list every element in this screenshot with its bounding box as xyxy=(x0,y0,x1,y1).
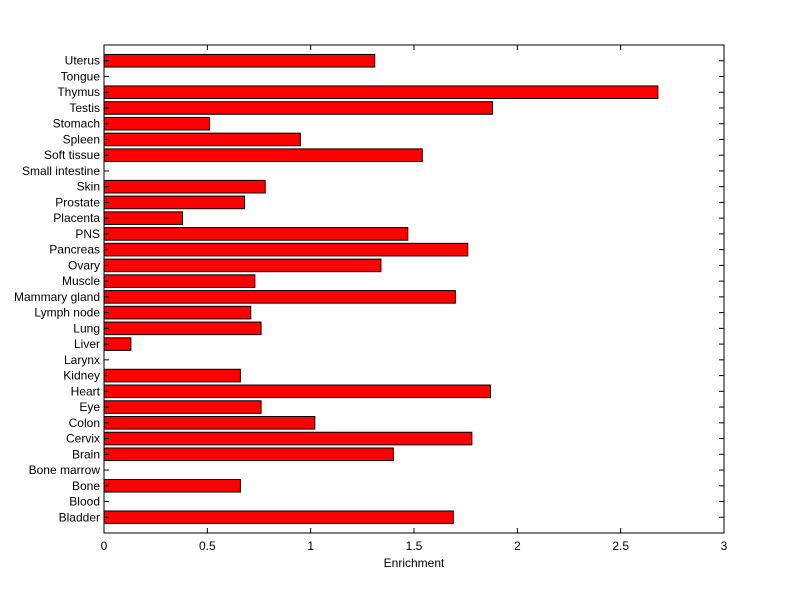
x-axis-label: Enrichment xyxy=(384,556,445,570)
x-tick-label-5: 2.5 xyxy=(612,539,629,553)
bar-placenta xyxy=(103,211,184,225)
y-tick-label-blood: Blood xyxy=(69,495,100,509)
y-tick-label-testis: Testis xyxy=(69,101,100,115)
bar-thymus xyxy=(103,85,659,100)
bar-eye xyxy=(103,400,262,414)
bar-cervix xyxy=(103,431,473,446)
y-tick-label-pancreas: Pancreas xyxy=(49,243,100,257)
y-tick-label-bone: Bone xyxy=(72,479,100,493)
bar-heart xyxy=(103,384,491,399)
x-tick-label-3: 1.5 xyxy=(406,539,423,553)
bar-skin xyxy=(103,179,266,194)
y-tick-label-prostate: Prostate xyxy=(55,195,100,209)
bar-prostate xyxy=(103,195,246,210)
bar-kidney xyxy=(103,368,241,383)
ticks-group xyxy=(103,45,725,533)
bar-brain xyxy=(103,447,394,462)
bar-muscle xyxy=(103,274,256,288)
y-tick-label-eye: Eye xyxy=(79,400,100,414)
bar-ovary xyxy=(103,258,382,273)
bar-testis xyxy=(103,101,494,115)
bar-colon xyxy=(103,416,316,430)
y-tick-label-cervix: Cervix xyxy=(66,432,100,446)
y-tick-label-mammary-gland: Mammary gland xyxy=(14,290,100,304)
y-tick-label-placenta: Placenta xyxy=(53,211,100,225)
bar-pns xyxy=(103,227,409,241)
y-tick-label-heart: Heart xyxy=(71,384,101,398)
y-tick-label-ovary: Ovary xyxy=(68,258,100,272)
y-tick-label-tongue: Tongue xyxy=(61,69,101,83)
x-tick-label-0: 0 xyxy=(101,539,108,553)
x-tick-label-6: 3 xyxy=(721,539,728,553)
bar-bladder xyxy=(103,510,454,525)
y-tick-label-soft-tissue: Soft tissue xyxy=(44,148,100,162)
y-tick-label-spleen: Spleen xyxy=(63,132,100,146)
y-tick-label-brain: Brain xyxy=(72,447,100,461)
y-tick-label-liver: Liver xyxy=(74,337,100,351)
bar-lymph-node xyxy=(103,305,252,320)
y-tick-label-muscle: Muscle xyxy=(62,274,100,288)
bar-spleen xyxy=(103,132,301,147)
x-tick-label-4: 2 xyxy=(514,539,521,553)
plot-frame xyxy=(103,44,725,534)
x-tick-labels-group: 0 0.5 1 1.5 2 2.5 3 xyxy=(101,539,728,553)
y-tick-label-skin: Skin xyxy=(77,180,100,194)
y-tick-label-lymph-node: Lymph node xyxy=(34,306,100,320)
bar-pancreas xyxy=(103,242,469,257)
y-tick-label-kidney: Kidney xyxy=(63,369,100,383)
y-tick-label-bone-marrow: Bone marrow xyxy=(29,463,101,477)
y-tick-label-thymus: Thymus xyxy=(57,85,100,99)
bar-stomach xyxy=(103,116,210,131)
y-tick-label-bladder: Bladder xyxy=(59,510,100,524)
x-tick-label-2: 1 xyxy=(307,539,314,553)
bar-mammary-gland xyxy=(103,290,456,304)
y-tick-label-lung: Lung xyxy=(73,321,100,335)
bar-soft-tissue xyxy=(103,148,423,162)
y-tick-label-larynx: Larynx xyxy=(64,353,100,367)
y-tick-label-colon: Colon xyxy=(69,416,100,430)
bar-bone xyxy=(103,478,241,493)
y-tick-label-uterus: Uterus xyxy=(65,54,100,68)
bar-lung xyxy=(103,321,262,336)
y-tick-label-pns: PNS xyxy=(75,227,100,241)
bar-uterus xyxy=(103,53,376,68)
y-tick-label-stomach: Stomach xyxy=(53,117,100,131)
x-tick-label-1: 0.5 xyxy=(199,539,216,553)
y-tick-label-small-intestine: Small intestine xyxy=(22,164,100,178)
